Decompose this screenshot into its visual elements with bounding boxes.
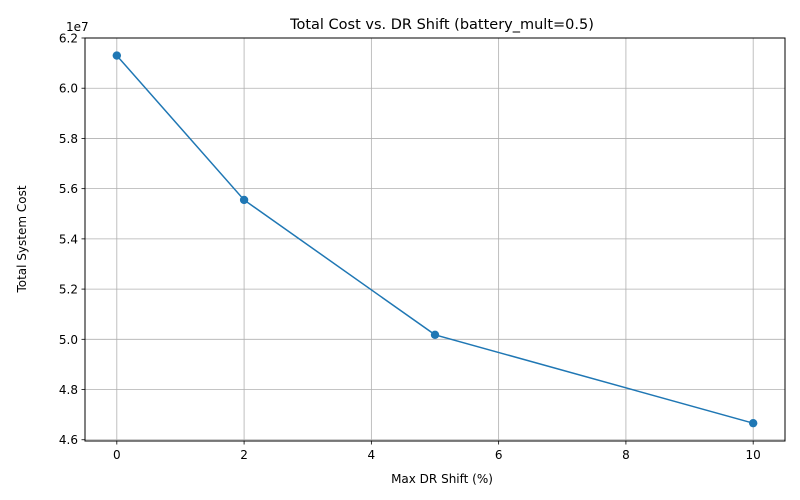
y-tick-label: 5.8: [59, 132, 78, 146]
x-tick-label: 4: [368, 448, 376, 462]
x-tick-label: 8: [622, 448, 630, 462]
data-point: [748, 418, 758, 428]
data-point: [112, 51, 122, 60]
y-tick-label: 5.6: [59, 182, 78, 196]
x-tick-label: 6: [495, 448, 503, 462]
series-total-cost: [112, 51, 758, 428]
plot-frame: [84, 37, 786, 442]
ticks: 0 2 4 6 8 10 4.6 4.8 5.0 5.2 5.4 5.6 5.8 6.0 6.2: [59, 32, 761, 463]
y-tick-label: 6.0: [59, 82, 78, 96]
y-tick-label: 5.4: [59, 232, 78, 246]
y-axis-title: Total System Cost: [15, 185, 29, 293]
data-point: [430, 330, 440, 339]
x-axis-title: Max DR Shift (%): [391, 472, 493, 486]
data-point: [239, 195, 249, 205]
y-tick-label: 5.0: [59, 333, 78, 347]
y-tick-label: 6.2: [59, 32, 78, 46]
y-tick-label: 5.2: [59, 283, 78, 297]
y-tick-label: 4.6: [59, 433, 78, 447]
grid: [85, 37, 785, 441]
x-tick-label: 10: [746, 448, 761, 462]
x-tick-label: 0: [113, 448, 121, 462]
series-line: [116, 55, 754, 424]
x-tick-label: 2: [240, 448, 248, 462]
y-tick-label: 4.8: [59, 383, 78, 397]
y-axis-offset-label: 1e7: [66, 20, 89, 34]
chart-title: Total Cost vs. DR Shift (battery_mult=0.…: [289, 17, 594, 33]
